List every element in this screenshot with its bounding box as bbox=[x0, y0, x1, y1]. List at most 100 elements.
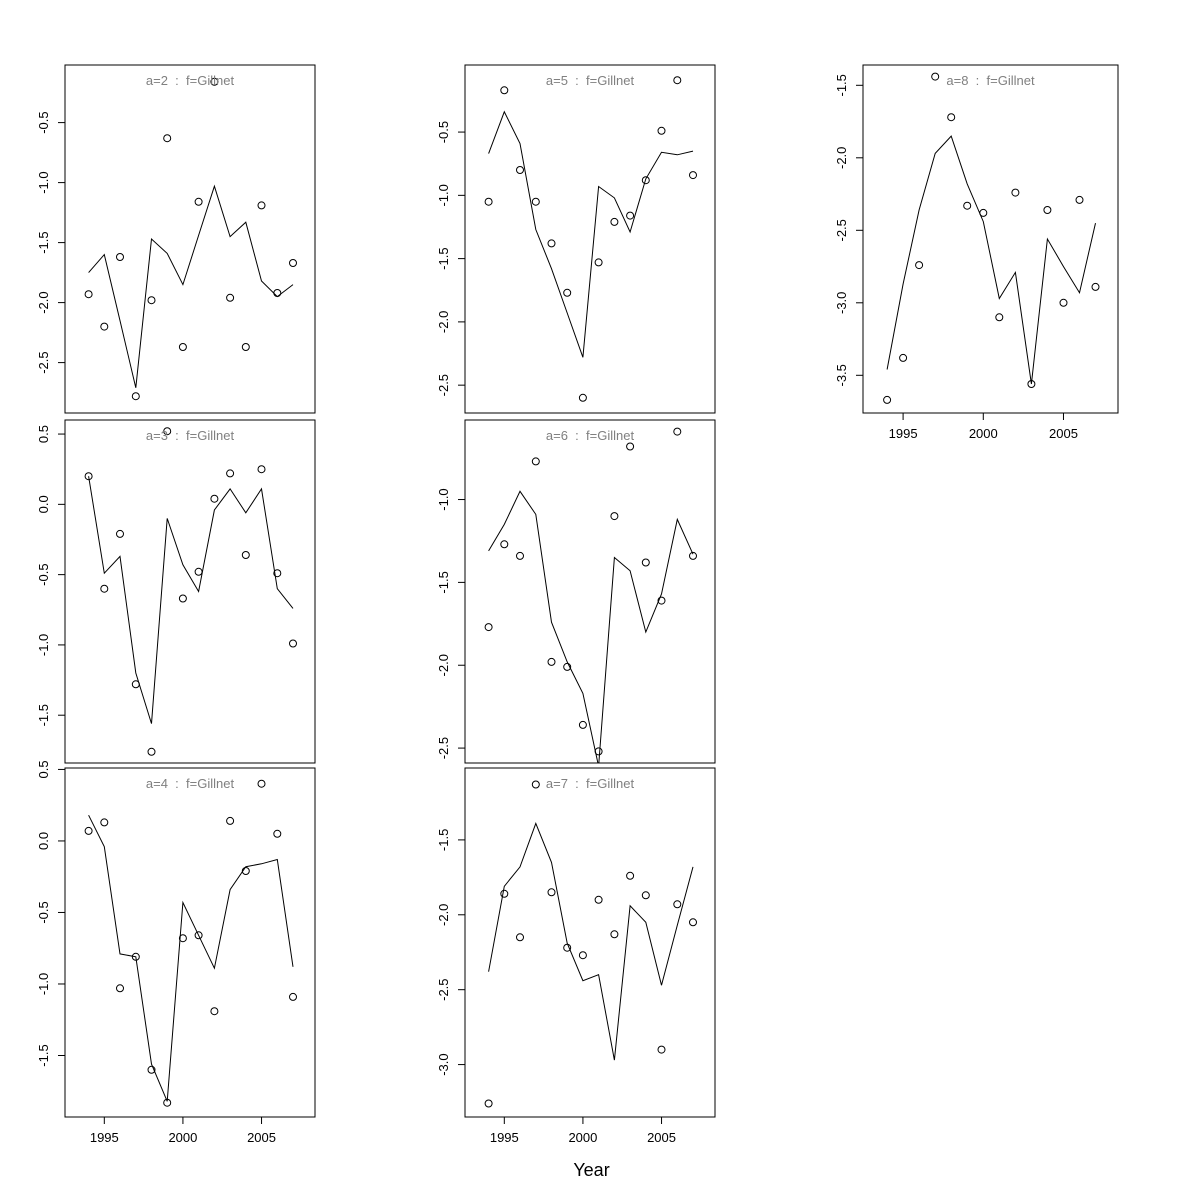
panel-a3-observed-point bbox=[241, 551, 250, 559]
y-tick-label: 0.5 bbox=[36, 425, 51, 443]
panel-a2-observed-point bbox=[194, 197, 203, 206]
y-tick-label: -1.5 bbox=[436, 247, 451, 269]
panel-a2-observed-point bbox=[241, 343, 250, 351]
panel-a8-observed-point bbox=[995, 313, 1004, 322]
y-tick-label: -1.0 bbox=[36, 634, 51, 656]
panel-a4-observed-point bbox=[100, 818, 109, 827]
panel-a6-observed-point bbox=[484, 623, 493, 632]
panel-a4-observed-point bbox=[147, 1065, 156, 1074]
panel-a8-observed-point bbox=[1027, 380, 1036, 388]
panel-a3-observed-point bbox=[210, 494, 219, 503]
panel-a2-fitted-line bbox=[88, 184, 294, 388]
panel-a5-observed-point bbox=[594, 258, 603, 267]
panel-a5-border bbox=[464, 64, 716, 414]
y-tick-label: -2.5 bbox=[436, 737, 451, 759]
x-tick-label: 2000 bbox=[969, 426, 998, 441]
panel-a6-fitted-line bbox=[488, 490, 694, 763]
panel-a4-fitted-line bbox=[88, 814, 294, 1102]
y-tick-label: -1.5 bbox=[436, 829, 451, 851]
panel-a2-observed-point bbox=[210, 77, 219, 86]
panel-a3: 0.5 0.0 -0.5 -1.0 -1.5 a=3 : f=Gillnet bbox=[36, 419, 316, 764]
panel-a5-title: a=5 : f=Gillnet bbox=[546, 73, 635, 88]
panel-a3-observed-point bbox=[147, 747, 156, 756]
panel-a2-observed-point bbox=[100, 322, 109, 331]
x-tick-label: 2000 bbox=[568, 1130, 597, 1145]
y-tick-label: -3.0 bbox=[436, 1053, 451, 1075]
panel-a7-observed-point bbox=[578, 951, 587, 960]
panel-a8-observed-point bbox=[915, 261, 924, 270]
panel-a5-fitted-line bbox=[488, 110, 694, 358]
panel-a8-observed-point bbox=[979, 208, 988, 217]
panel-a3-border bbox=[64, 419, 316, 764]
panel-a8-title: a=8 : f=Gillnet bbox=[946, 73, 1035, 88]
y-tick-label: -2.0 bbox=[436, 654, 451, 676]
panel-a5-observed-point bbox=[547, 239, 556, 248]
panel-a4-observed-point bbox=[163, 1098, 172, 1107]
y-tick-label: -1.0 bbox=[436, 184, 451, 206]
panel-a7-observed-point bbox=[484, 1099, 493, 1108]
y-tick-label: -2.5 bbox=[436, 374, 451, 396]
panel-a6-observed-point bbox=[641, 558, 650, 567]
y-tick-label: -1.5 bbox=[36, 231, 51, 253]
panel-a6-observed-point bbox=[673, 427, 682, 436]
y-tick-label: -2.5 bbox=[834, 219, 849, 241]
panel-a3-observed-point bbox=[226, 469, 235, 478]
panel-a7-observed-point bbox=[547, 888, 556, 897]
panel-a5-observed-point bbox=[689, 171, 697, 180]
panel-a7-observed-point bbox=[673, 900, 682, 909]
panel-a6-observed-point bbox=[531, 457, 540, 466]
panel-a8-observed-point bbox=[931, 72, 940, 81]
panel-a3-observed-point bbox=[194, 567, 203, 576]
panel-a7-observed-point bbox=[610, 930, 619, 939]
x-tick-label: 2005 bbox=[247, 1130, 276, 1145]
panel-a2: -0.5 -1.0 -1.5 -2.0 -2.5 a=2 : f=Gillnet bbox=[36, 64, 316, 414]
panel-a6-border bbox=[464, 419, 716, 764]
y-tick-label: -2.0 bbox=[36, 291, 51, 313]
panel-a8: -1.5 -2.0 -2.5 -3.0 -3.5 1995 2000 2005 a=8 : f=… bbox=[834, 64, 1119, 441]
panel-a8-border bbox=[862, 64, 1119, 414]
panel-a5-observed-point bbox=[516, 166, 524, 174]
y-tick-label: -3.0 bbox=[834, 292, 849, 314]
panel-a8-observed-point bbox=[1043, 206, 1052, 214]
panel-a7: -1.5 -2.0 -2.5 -3.0 1995 2000 2005 a=7 : f=Gill… bbox=[436, 767, 716, 1145]
panel-a2-observed-point bbox=[147, 296, 156, 305]
panel-a2-border bbox=[64, 64, 316, 414]
panel-a4-observed-point bbox=[84, 826, 93, 835]
panel-a5-observed-point bbox=[578, 393, 587, 402]
panel-a2-observed-point bbox=[178, 343, 187, 351]
panel-a4: 0.5 0.0 -0.5 -1.0 -1.5 1995 2000 2005 a=4 : f=Gi… bbox=[36, 760, 316, 1145]
panel-a3-observed-point bbox=[178, 594, 187, 603]
panel-a6-observed-point bbox=[689, 551, 697, 560]
panel-a7-observed-point bbox=[500, 889, 509, 898]
panel-a8-observed-point bbox=[1011, 188, 1020, 197]
panel-a6-observed-point bbox=[610, 512, 619, 521]
panel-a3-observed-point bbox=[116, 529, 124, 538]
panel-a7-observed-point bbox=[531, 780, 540, 789]
panel-a5-observed-point bbox=[563, 288, 572, 297]
panel-a5-observed-point bbox=[641, 176, 650, 185]
y-tick-label: -0.5 bbox=[36, 563, 51, 585]
panel-a7-border bbox=[464, 767, 716, 1118]
panel-a3-observed-point bbox=[131, 680, 140, 689]
panel-a7-observed-point bbox=[626, 871, 635, 880]
panel-a2-observed-point bbox=[273, 289, 282, 297]
y-tick-label: 0.5 bbox=[36, 760, 51, 778]
panel-a2-title: a=2 : f=Gillnet bbox=[146, 73, 235, 88]
x-axis-title: Year bbox=[573, 1160, 610, 1180]
panel-a2-observed-point bbox=[289, 259, 297, 267]
panel-a3-observed-point bbox=[289, 639, 297, 648]
panel-a6-observed-point bbox=[578, 720, 587, 729]
panel-a6-observed-point bbox=[594, 747, 603, 756]
y-tick-label: -2.0 bbox=[436, 904, 451, 926]
panel-a5-observed-point bbox=[484, 197, 493, 206]
panel-a5-observed-point bbox=[531, 197, 540, 206]
x-tick-label: 1995 bbox=[889, 426, 918, 441]
y-tick-label: -1.5 bbox=[36, 704, 51, 726]
panel-a8-fitted-line bbox=[886, 135, 1096, 385]
y-tick-label: 0.0 bbox=[36, 832, 51, 850]
panel-a2-observed-point bbox=[116, 253, 124, 261]
panel-a7-title: a=7 : f=Gillnet bbox=[546, 776, 635, 791]
y-tick-label: -1.0 bbox=[436, 488, 451, 510]
y-tick-label: -1.5 bbox=[834, 74, 849, 96]
panel-a3-observed-point bbox=[273, 569, 282, 578]
